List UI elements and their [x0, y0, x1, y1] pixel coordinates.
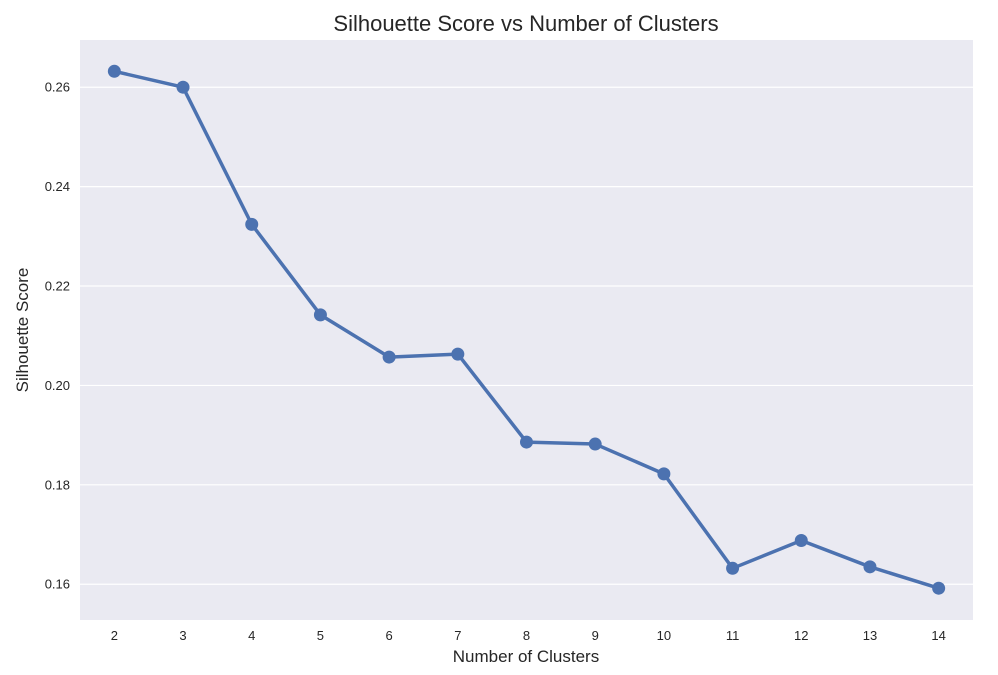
y-tick-labels: 0.16 0.18 0.20 0.22 0.24 0.26: [45, 80, 70, 592]
x-tick-label: 6: [385, 628, 392, 643]
x-tick-label: 2: [111, 628, 118, 643]
data-point: [107, 64, 121, 78]
x-tick-label: 4: [248, 628, 255, 643]
chart-title: Silhouette Score vs Number of Clusters: [333, 11, 718, 36]
x-tick-label: 13: [863, 628, 877, 643]
data-point: [794, 533, 808, 547]
points-layer: [107, 64, 946, 595]
y-tick-label: 0.24: [45, 179, 70, 194]
x-tick-label: 5: [317, 628, 324, 643]
data-point: [932, 581, 946, 595]
data-point: [245, 217, 259, 231]
x-tick-label: 7: [454, 628, 461, 643]
y-tick-label: 0.22: [45, 279, 70, 294]
data-point: [451, 347, 465, 361]
data-point: [382, 350, 396, 364]
x-tick-label: 9: [592, 628, 599, 643]
y-tick-label: 0.26: [45, 80, 70, 95]
data-point: [726, 561, 740, 575]
x-tick-label: 12: [794, 628, 808, 643]
x-tick-label: 11: [726, 628, 740, 643]
x-axis-title: Number of Clusters: [453, 647, 599, 666]
grid-lines: [80, 86, 973, 585]
data-point: [313, 308, 327, 322]
data-point: [657, 467, 671, 481]
y-tick-label: 0.16: [45, 577, 70, 592]
x-tick-label: 3: [179, 628, 186, 643]
data-point: [588, 437, 602, 451]
y-tick-label: 0.20: [45, 378, 70, 393]
plot-area: [80, 40, 973, 620]
x-tick-labels: 2 3 4 5 6 7 8 9 10 11 12 13 14: [111, 628, 946, 643]
x-tick-label: 8: [523, 628, 530, 643]
data-point: [863, 560, 877, 574]
data-point: [520, 435, 533, 449]
y-axis-title: Silhouette Score: [13, 268, 32, 393]
data-point: [176, 80, 190, 94]
x-tick-label: 10: [657, 628, 671, 643]
y-tick-label: 0.18: [45, 477, 70, 492]
x-tick-label: 14: [931, 628, 945, 643]
